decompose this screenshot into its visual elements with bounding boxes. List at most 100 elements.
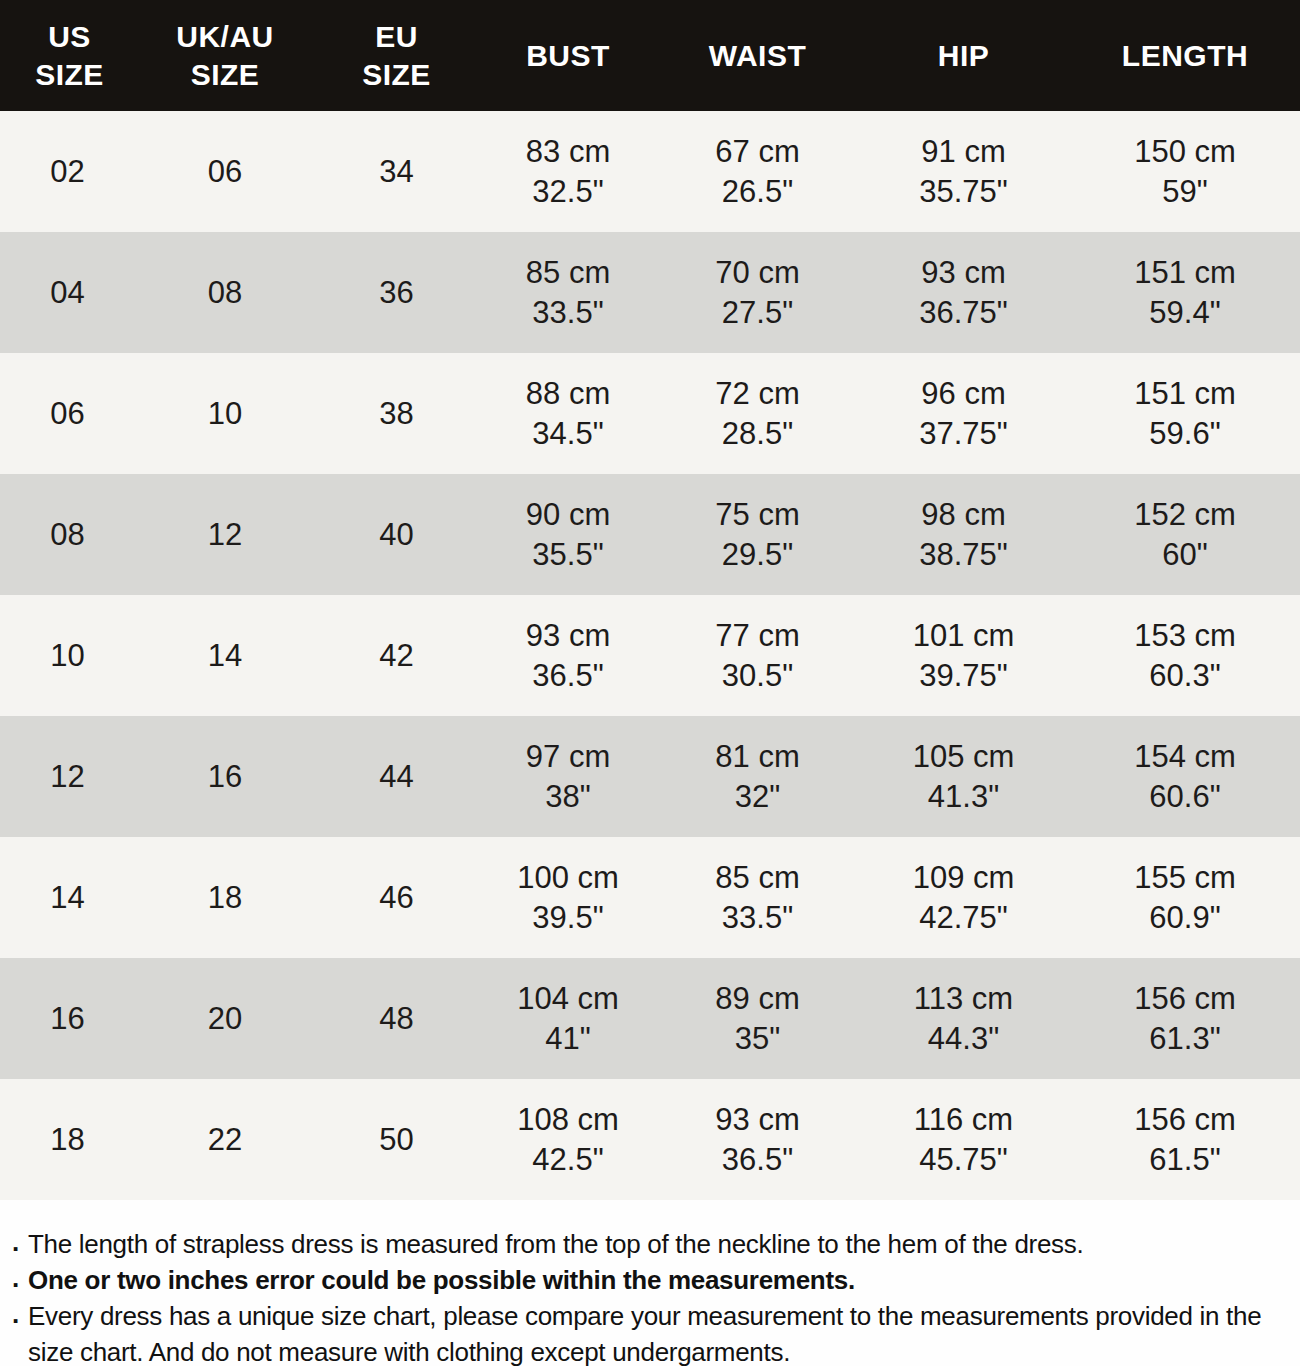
- us-size-cell: 06: [0, 394, 135, 434]
- waist-cm-value: 85 cm: [658, 858, 857, 898]
- length-cell: 154 cm 60.6": [1070, 737, 1300, 817]
- waist-inch-value: 36.5": [658, 1140, 857, 1180]
- us-size-cell: 16: [0, 999, 135, 1039]
- us-size-cell: 08: [0, 515, 135, 555]
- bust-cell: 85 cm 33.5": [478, 253, 658, 333]
- length-cell: 153 cm 60.3": [1070, 616, 1300, 696]
- bust-cm-value: 88 cm: [478, 374, 658, 414]
- hip-cell: 98 cm 38.75": [857, 495, 1070, 575]
- waist-cell: 70 cm 27.5": [658, 253, 857, 333]
- uk-au-size-cell: 08: [135, 273, 315, 313]
- hip-cm-value: 113 cm: [857, 979, 1070, 1019]
- uk-au-size-cell: 18: [135, 878, 315, 918]
- hip-inch-value: 36.75": [857, 293, 1070, 333]
- length-cell: 152 cm 60": [1070, 495, 1300, 575]
- us-size-cell: 14: [0, 878, 135, 918]
- table-row: 06 10 38 88 cm 34.5" 72 cm 28.5" 96 cm 3…: [0, 353, 1300, 474]
- bust-cm-value: 83 cm: [478, 132, 658, 172]
- hip-cell: 93 cm 36.75": [857, 253, 1070, 333]
- length-inch-value: 60.3": [1070, 656, 1300, 696]
- hip-inch-value: 38.75": [857, 535, 1070, 575]
- eu-size-cell: 34: [315, 152, 478, 192]
- hip-cell: 96 cm 37.75": [857, 374, 1070, 454]
- us-size-cell: 04: [0, 273, 135, 313]
- eu-size-cell: 48: [315, 999, 478, 1039]
- table-row: 08 12 40 90 cm 35.5" 75 cm 29.5" 98 cm 3…: [0, 474, 1300, 595]
- bust-inch-value: 34.5": [478, 414, 658, 454]
- bust-inch-value: 38": [478, 777, 658, 817]
- us-size-cell: 18: [0, 1120, 135, 1160]
- note-bullet: .: [12, 1224, 19, 1260]
- note-text: The length of strapless dress is measure…: [28, 1229, 1083, 1259]
- length-cell: 156 cm 61.5": [1070, 1100, 1300, 1180]
- header-waist: WAIST: [658, 37, 857, 75]
- hip-cell: 91 cm 35.75": [857, 132, 1070, 212]
- waist-cell: 89 cm 35": [658, 979, 857, 1059]
- length-inch-value: 61.5": [1070, 1140, 1300, 1180]
- bust-inch-value: 35.5": [478, 535, 658, 575]
- hip-inch-value: 35.75": [857, 172, 1070, 212]
- header-uk-au-size: UK/AU SIZE: [135, 18, 315, 94]
- waist-cm-value: 67 cm: [658, 132, 857, 172]
- us-size-cell: 10: [0, 636, 135, 676]
- waist-cm-value: 75 cm: [658, 495, 857, 535]
- bust-inch-value: 41": [478, 1019, 658, 1059]
- hip-inch-value: 37.75": [857, 414, 1070, 454]
- length-cm-value: 153 cm: [1070, 616, 1300, 656]
- footnotes: . The length of strapless dress is measu…: [0, 1200, 1300, 1366]
- length-inch-value: 60.9": [1070, 898, 1300, 938]
- waist-cell: 72 cm 28.5": [658, 374, 857, 454]
- waist-cm-value: 72 cm: [658, 374, 857, 414]
- table-row: 18 22 50 108 cm 42.5" 93 cm 36.5" 116 cm…: [0, 1079, 1300, 1200]
- table-row: 12 16 44 97 cm 38" 81 cm 32" 105 cm 41.3…: [0, 716, 1300, 837]
- hip-cm-value: 96 cm: [857, 374, 1070, 414]
- length-cm-value: 155 cm: [1070, 858, 1300, 898]
- waist-cm-value: 77 cm: [658, 616, 857, 656]
- bust-cell: 104 cm 41": [478, 979, 658, 1059]
- us-size-cell: 12: [0, 757, 135, 797]
- length-cell: 151 cm 59.4": [1070, 253, 1300, 333]
- hip-cm-value: 109 cm: [857, 858, 1070, 898]
- note-bullet: .: [12, 1296, 19, 1332]
- eu-size-cell: 36: [315, 273, 478, 313]
- waist-inch-value: 28.5": [658, 414, 857, 454]
- header-us-size: US SIZE: [4, 18, 135, 94]
- eu-size-cell: 46: [315, 878, 478, 918]
- bust-cell: 83 cm 32.5": [478, 132, 658, 212]
- eu-size-cell: 38: [315, 394, 478, 434]
- eu-size-cell: 42: [315, 636, 478, 676]
- header-bust: BUST: [478, 37, 658, 75]
- bust-inch-value: 36.5": [478, 656, 658, 696]
- length-inch-value: 60": [1070, 535, 1300, 575]
- length-cm-value: 154 cm: [1070, 737, 1300, 777]
- length-cm-value: 151 cm: [1070, 374, 1300, 414]
- header-eu-size: EU SIZE: [315, 18, 478, 94]
- header-hip: HIP: [857, 37, 1070, 75]
- note-text: Every dress has a unique size chart, ple…: [28, 1301, 1261, 1366]
- bust-cm-value: 100 cm: [478, 858, 658, 898]
- length-cm-value: 152 cm: [1070, 495, 1300, 535]
- hip-cell: 113 cm 44.3": [857, 979, 1070, 1059]
- bust-cell: 93 cm 36.5": [478, 616, 658, 696]
- waist-inch-value: 26.5": [658, 172, 857, 212]
- waist-inch-value: 29.5": [658, 535, 857, 575]
- bust-cm-value: 85 cm: [478, 253, 658, 293]
- length-cm-value: 151 cm: [1070, 253, 1300, 293]
- waist-cm-value: 93 cm: [658, 1100, 857, 1140]
- hip-cm-value: 116 cm: [857, 1100, 1070, 1140]
- bust-cell: 88 cm 34.5": [478, 374, 658, 454]
- waist-cell: 67 cm 26.5": [658, 132, 857, 212]
- uk-au-size-cell: 12: [135, 515, 315, 555]
- length-inch-value: 59.4": [1070, 293, 1300, 333]
- waist-cell: 77 cm 30.5": [658, 616, 857, 696]
- hip-cm-value: 93 cm: [857, 253, 1070, 293]
- waist-cell: 81 cm 32": [658, 737, 857, 817]
- eu-size-cell: 40: [315, 515, 478, 555]
- waist-inch-value: 35": [658, 1019, 857, 1059]
- length-cell: 156 cm 61.3": [1070, 979, 1300, 1059]
- length-inch-value: 59.6": [1070, 414, 1300, 454]
- waist-inch-value: 33.5": [658, 898, 857, 938]
- table-row: 04 08 36 85 cm 33.5" 70 cm 27.5" 93 cm 3…: [0, 232, 1300, 353]
- bust-cm-value: 104 cm: [478, 979, 658, 1019]
- length-inch-value: 59": [1070, 172, 1300, 212]
